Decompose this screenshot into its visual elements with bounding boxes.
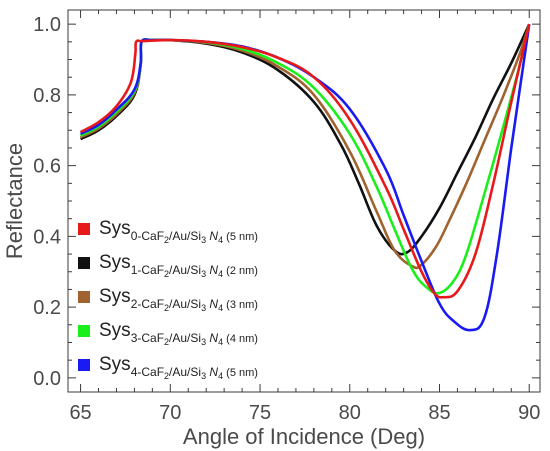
x-tick-label: 90 [518,402,540,424]
series-line-0 [79,23,531,299]
y-tick-label: 0.0 [33,368,61,390]
series-curves [79,23,531,332]
legend-swatch [78,291,90,303]
series-line-4 [79,23,531,332]
axis-tick-labels: 65 70 75 80 85 90 0.0 0.2 0.4 0.6 0.8 1.0 [33,14,540,424]
legend-label: Sys4-CaF2/Au/Si3 N4 (5 nm) [99,354,258,381]
y-axis-label: Reflectance [2,143,27,259]
legend-label: Sys2-CaF2/Au/Si3 N4 (3 nm) [99,286,258,313]
legend-label: Sys1-CaF2/Au/Si3 N4 (2 nm) [99,252,258,279]
legend-swatch [78,325,90,337]
y-tick-label: 0.6 [33,156,61,178]
y-tick-label: 0.2 [33,297,61,319]
y-tick-label: 1.0 [33,14,61,36]
legend-swatch [78,223,90,235]
series-line-1 [79,23,531,256]
x-tick-label: 80 [339,402,361,424]
x-tick-label: 85 [428,402,450,424]
y-tick-label: 0.4 [33,226,61,248]
legend-swatch [78,257,90,269]
x-tick-label: 70 [159,402,181,424]
x-tick-label: 75 [249,402,271,424]
series-line-3 [79,23,531,295]
legend-label: Sys3-CaF2/Au/Si3 N4 (4 nm) [99,320,258,347]
legend: Sys0-CaF2/Au/Si3 N4 (5 nm) Sys1-CaF2/Au/S… [78,218,258,381]
axis-ticks [68,10,540,392]
x-tick-label: 65 [69,402,91,424]
x-axis-label: Angle of Incidence (Deg) [183,424,425,449]
y-tick-label: 0.8 [33,85,61,107]
legend-label: Sys0-CaF2/Au/Si3 N4 (5 nm) [99,218,258,245]
legend-swatch [78,359,90,371]
